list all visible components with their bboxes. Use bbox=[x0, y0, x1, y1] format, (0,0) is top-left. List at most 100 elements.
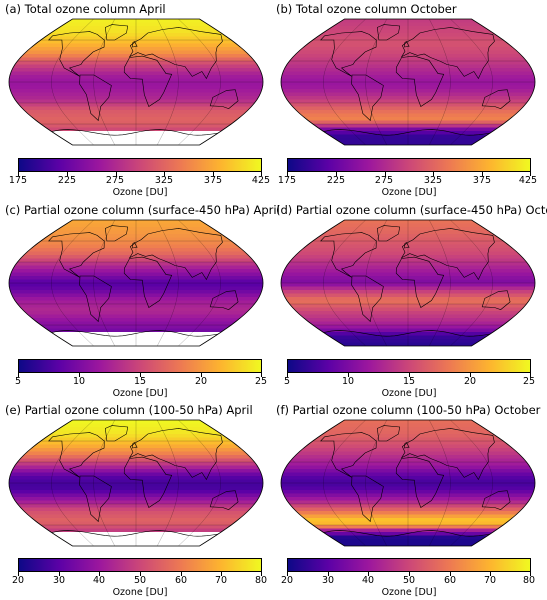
ozone-band bbox=[281, 96, 535, 101]
colorbar-c-ticks bbox=[18, 373, 262, 378]
colorbar-f-tick-4: 60 bbox=[443, 575, 457, 586]
map-border bbox=[8, 18, 264, 146]
coastline-antarctica bbox=[323, 330, 490, 337]
ozone-band bbox=[9, 293, 263, 298]
ozone-band bbox=[9, 511, 263, 516]
ozone-band bbox=[281, 248, 535, 253]
meridian-line bbox=[428, 220, 451, 346]
coastline bbox=[132, 40, 138, 48]
ozone-band bbox=[281, 82, 535, 87]
map-border bbox=[280, 419, 536, 547]
ozone-band bbox=[9, 279, 263, 284]
colorbar-f-tick-0: 20 bbox=[280, 575, 294, 586]
ozone-band bbox=[281, 50, 535, 55]
panel-e-title: (e) Partial ozone column (100-50 hPa) Ap… bbox=[5, 403, 253, 417]
meridian-line bbox=[156, 420, 179, 546]
ozone-band bbox=[9, 472, 263, 477]
ozone-band bbox=[281, 427, 535, 432]
ozone-band bbox=[9, 290, 263, 295]
ozone-band bbox=[281, 120, 535, 125]
map-e bbox=[8, 419, 264, 547]
ozone-band bbox=[281, 33, 535, 38]
meridian-line bbox=[178, 220, 221, 346]
ozone-band bbox=[9, 241, 263, 246]
colorbar-c-tick-4: 25 bbox=[254, 376, 268, 387]
ozone-band bbox=[9, 283, 263, 288]
ozone-band bbox=[281, 486, 535, 491]
ozone-band bbox=[281, 22, 535, 27]
coastline bbox=[400, 27, 495, 80]
colorbar-b bbox=[287, 158, 531, 172]
coastline bbox=[104, 425, 129, 442]
ozone-band bbox=[281, 110, 535, 115]
ozone-band bbox=[9, 61, 263, 66]
meridian-line bbox=[450, 220, 493, 346]
ozone-band bbox=[281, 504, 535, 509]
ozone-band bbox=[281, 328, 535, 333]
coastline-antarctica bbox=[323, 530, 490, 537]
meridian-line bbox=[156, 220, 179, 346]
ozone-band bbox=[281, 47, 535, 52]
ozone-band bbox=[281, 539, 535, 544]
ozone-band bbox=[281, 423, 535, 428]
ozone-band bbox=[281, 78, 535, 83]
coastline bbox=[320, 432, 377, 478]
ozone-band bbox=[281, 106, 535, 111]
coastline bbox=[351, 475, 384, 523]
ozone-band bbox=[281, 265, 535, 270]
meridian-line bbox=[178, 19, 221, 145]
map-d bbox=[280, 219, 536, 347]
ozone-band bbox=[281, 103, 535, 108]
ozone-band bbox=[281, 272, 535, 277]
ozone-band bbox=[9, 230, 263, 235]
ozone-band bbox=[281, 75, 535, 80]
ozone-band bbox=[9, 19, 263, 24]
colorbar-c bbox=[18, 359, 262, 373]
ozone-band bbox=[9, 465, 263, 470]
ozone-band bbox=[9, 486, 263, 491]
meridian-line bbox=[450, 19, 493, 145]
ozone-band bbox=[9, 120, 263, 125]
ozone-band bbox=[281, 497, 535, 502]
coastline-antarctica bbox=[323, 129, 490, 136]
ozone-band bbox=[281, 444, 535, 449]
ozone-band bbox=[9, 68, 263, 73]
ozone-band bbox=[281, 64, 535, 69]
colorbar-d-label: Ozone [DU] bbox=[381, 388, 437, 399]
ozone-band bbox=[9, 124, 263, 129]
ozone-band bbox=[281, 61, 535, 66]
ozone-band bbox=[9, 518, 263, 523]
ozone-band bbox=[9, 423, 263, 428]
coastline bbox=[79, 475, 112, 523]
colorbar-d-ticks bbox=[287, 373, 531, 378]
ozone-band bbox=[9, 255, 263, 260]
ozone-band bbox=[9, 276, 263, 281]
ozone-band bbox=[9, 26, 263, 31]
colorbar-a-tick-1: 225 bbox=[57, 175, 77, 186]
ozone-band bbox=[281, 476, 535, 481]
ozone-band bbox=[9, 92, 263, 97]
ozone-band bbox=[281, 255, 535, 260]
colorbar-f-tick-5: 70 bbox=[483, 575, 497, 586]
ozone-band bbox=[281, 43, 535, 48]
ozone-band bbox=[281, 26, 535, 31]
ozone-band bbox=[9, 451, 263, 456]
ozone-band bbox=[281, 134, 535, 139]
colorbar-a-tick-5: 425 bbox=[251, 175, 271, 186]
ozone-band bbox=[281, 542, 535, 546]
ozone-band bbox=[9, 227, 263, 232]
colorbar-a-tick-2: 275 bbox=[105, 175, 125, 186]
colorbar-a-tick-0: 175 bbox=[8, 175, 28, 186]
meridian-line bbox=[323, 19, 366, 145]
coastline bbox=[79, 275, 112, 323]
ozone-band bbox=[281, 321, 535, 326]
ozone-band bbox=[281, 244, 535, 249]
ozone-band bbox=[9, 525, 263, 530]
ozone-band bbox=[281, 223, 535, 228]
colorbar-c-tick-2: 15 bbox=[133, 376, 147, 387]
coastline bbox=[132, 241, 138, 249]
coastline bbox=[104, 24, 129, 41]
ozone-band bbox=[281, 279, 535, 284]
ozone-band bbox=[9, 85, 263, 90]
ozone-band bbox=[9, 437, 263, 442]
